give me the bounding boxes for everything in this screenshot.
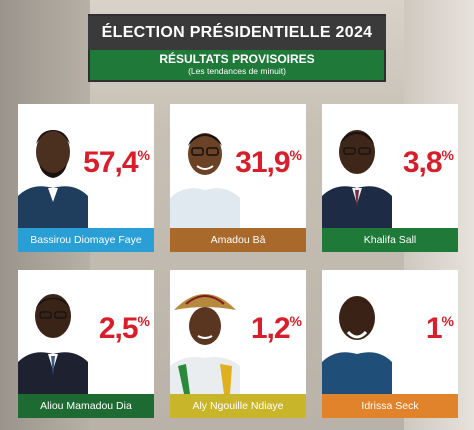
- candidate-percent-4: 2,5%: [70, 312, 150, 346]
- candidate-name-bar-6: Idrissa Seck: [322, 394, 458, 418]
- percent-sign: %: [289, 313, 302, 329]
- candidate-card-5: 1,2% Aly Ngouille Ndiaye: [170, 270, 306, 418]
- subtitle-note: (Les tendances de minuit): [188, 66, 286, 76]
- candidate-name-bar-4: Aliou Mamadou Dia: [18, 394, 154, 418]
- candidate-photo-4: [18, 270, 88, 394]
- percent-sign: %: [441, 313, 454, 329]
- candidate-card-1: 57,4% Bassirou Diomaye Faye: [18, 104, 154, 252]
- percent-sign: %: [137, 147, 150, 163]
- candidate-name-bar-2: Amadou Bâ: [170, 228, 306, 252]
- candidate-photo-5: [170, 270, 240, 394]
- candidate-photo-1: [18, 104, 88, 228]
- percent-value: 2,5: [98, 312, 139, 345]
- percent-value: 3,8: [402, 146, 443, 179]
- candidate-name-4: Aliou Mamadou Dia: [40, 400, 132, 412]
- percent-value: 1: [425, 312, 443, 345]
- percent-sign: %: [137, 313, 150, 329]
- candidate-percent-6: 1%: [374, 312, 454, 346]
- candidate-name-2: Amadou Bâ: [210, 234, 266, 246]
- percent-value: 57,4: [83, 146, 138, 179]
- candidate-name-1: Bassirou Diomaye Faye: [30, 234, 142, 246]
- candidate-percent-1: 57,4%: [70, 146, 150, 180]
- candidate-name-5: Aly Ngouille Ndiaye: [192, 400, 284, 412]
- candidate-percent-5: 1,2%: [222, 312, 302, 346]
- percent-sign: %: [289, 147, 302, 163]
- candidate-card-2: 31,9% Amadou Bâ: [170, 104, 306, 252]
- candidate-card-6: 1% Idrissa Seck: [322, 270, 458, 418]
- subtitle: RÉSULTATS PROVISOIRES: [159, 52, 315, 66]
- candidate-name-bar-3: Khalifa Sall: [322, 228, 458, 252]
- candidate-name-bar-5: Aly Ngouille Ndiaye: [170, 394, 306, 418]
- candidate-name-6: Idrissa Seck: [361, 400, 419, 412]
- candidate-card-4: 2,5% Aliou Mamadou Dia: [18, 270, 154, 418]
- percent-value: 1,2: [250, 312, 291, 345]
- subtitle-banner: RÉSULTATS PROVISOIRES (Les tendances de …: [90, 50, 384, 80]
- candidate-name-bar-1: Bassirou Diomaye Faye: [18, 228, 154, 252]
- percent-sign: %: [441, 147, 454, 163]
- candidate-photo-3: [322, 104, 392, 228]
- candidate-photo-6: [322, 270, 392, 394]
- candidate-percent-3: 3,8%: [374, 146, 454, 180]
- candidate-card-3: 3,8% Khalifa Sall: [322, 104, 458, 252]
- candidate-percent-2: 31,9%: [222, 146, 302, 180]
- candidate-name-3: Khalifa Sall: [363, 234, 417, 246]
- page-title: ÉLECTION PRÉSIDENTIELLE 2024: [88, 16, 386, 50]
- candidate-photo-2: [170, 104, 240, 228]
- percent-value: 31,9: [235, 146, 290, 179]
